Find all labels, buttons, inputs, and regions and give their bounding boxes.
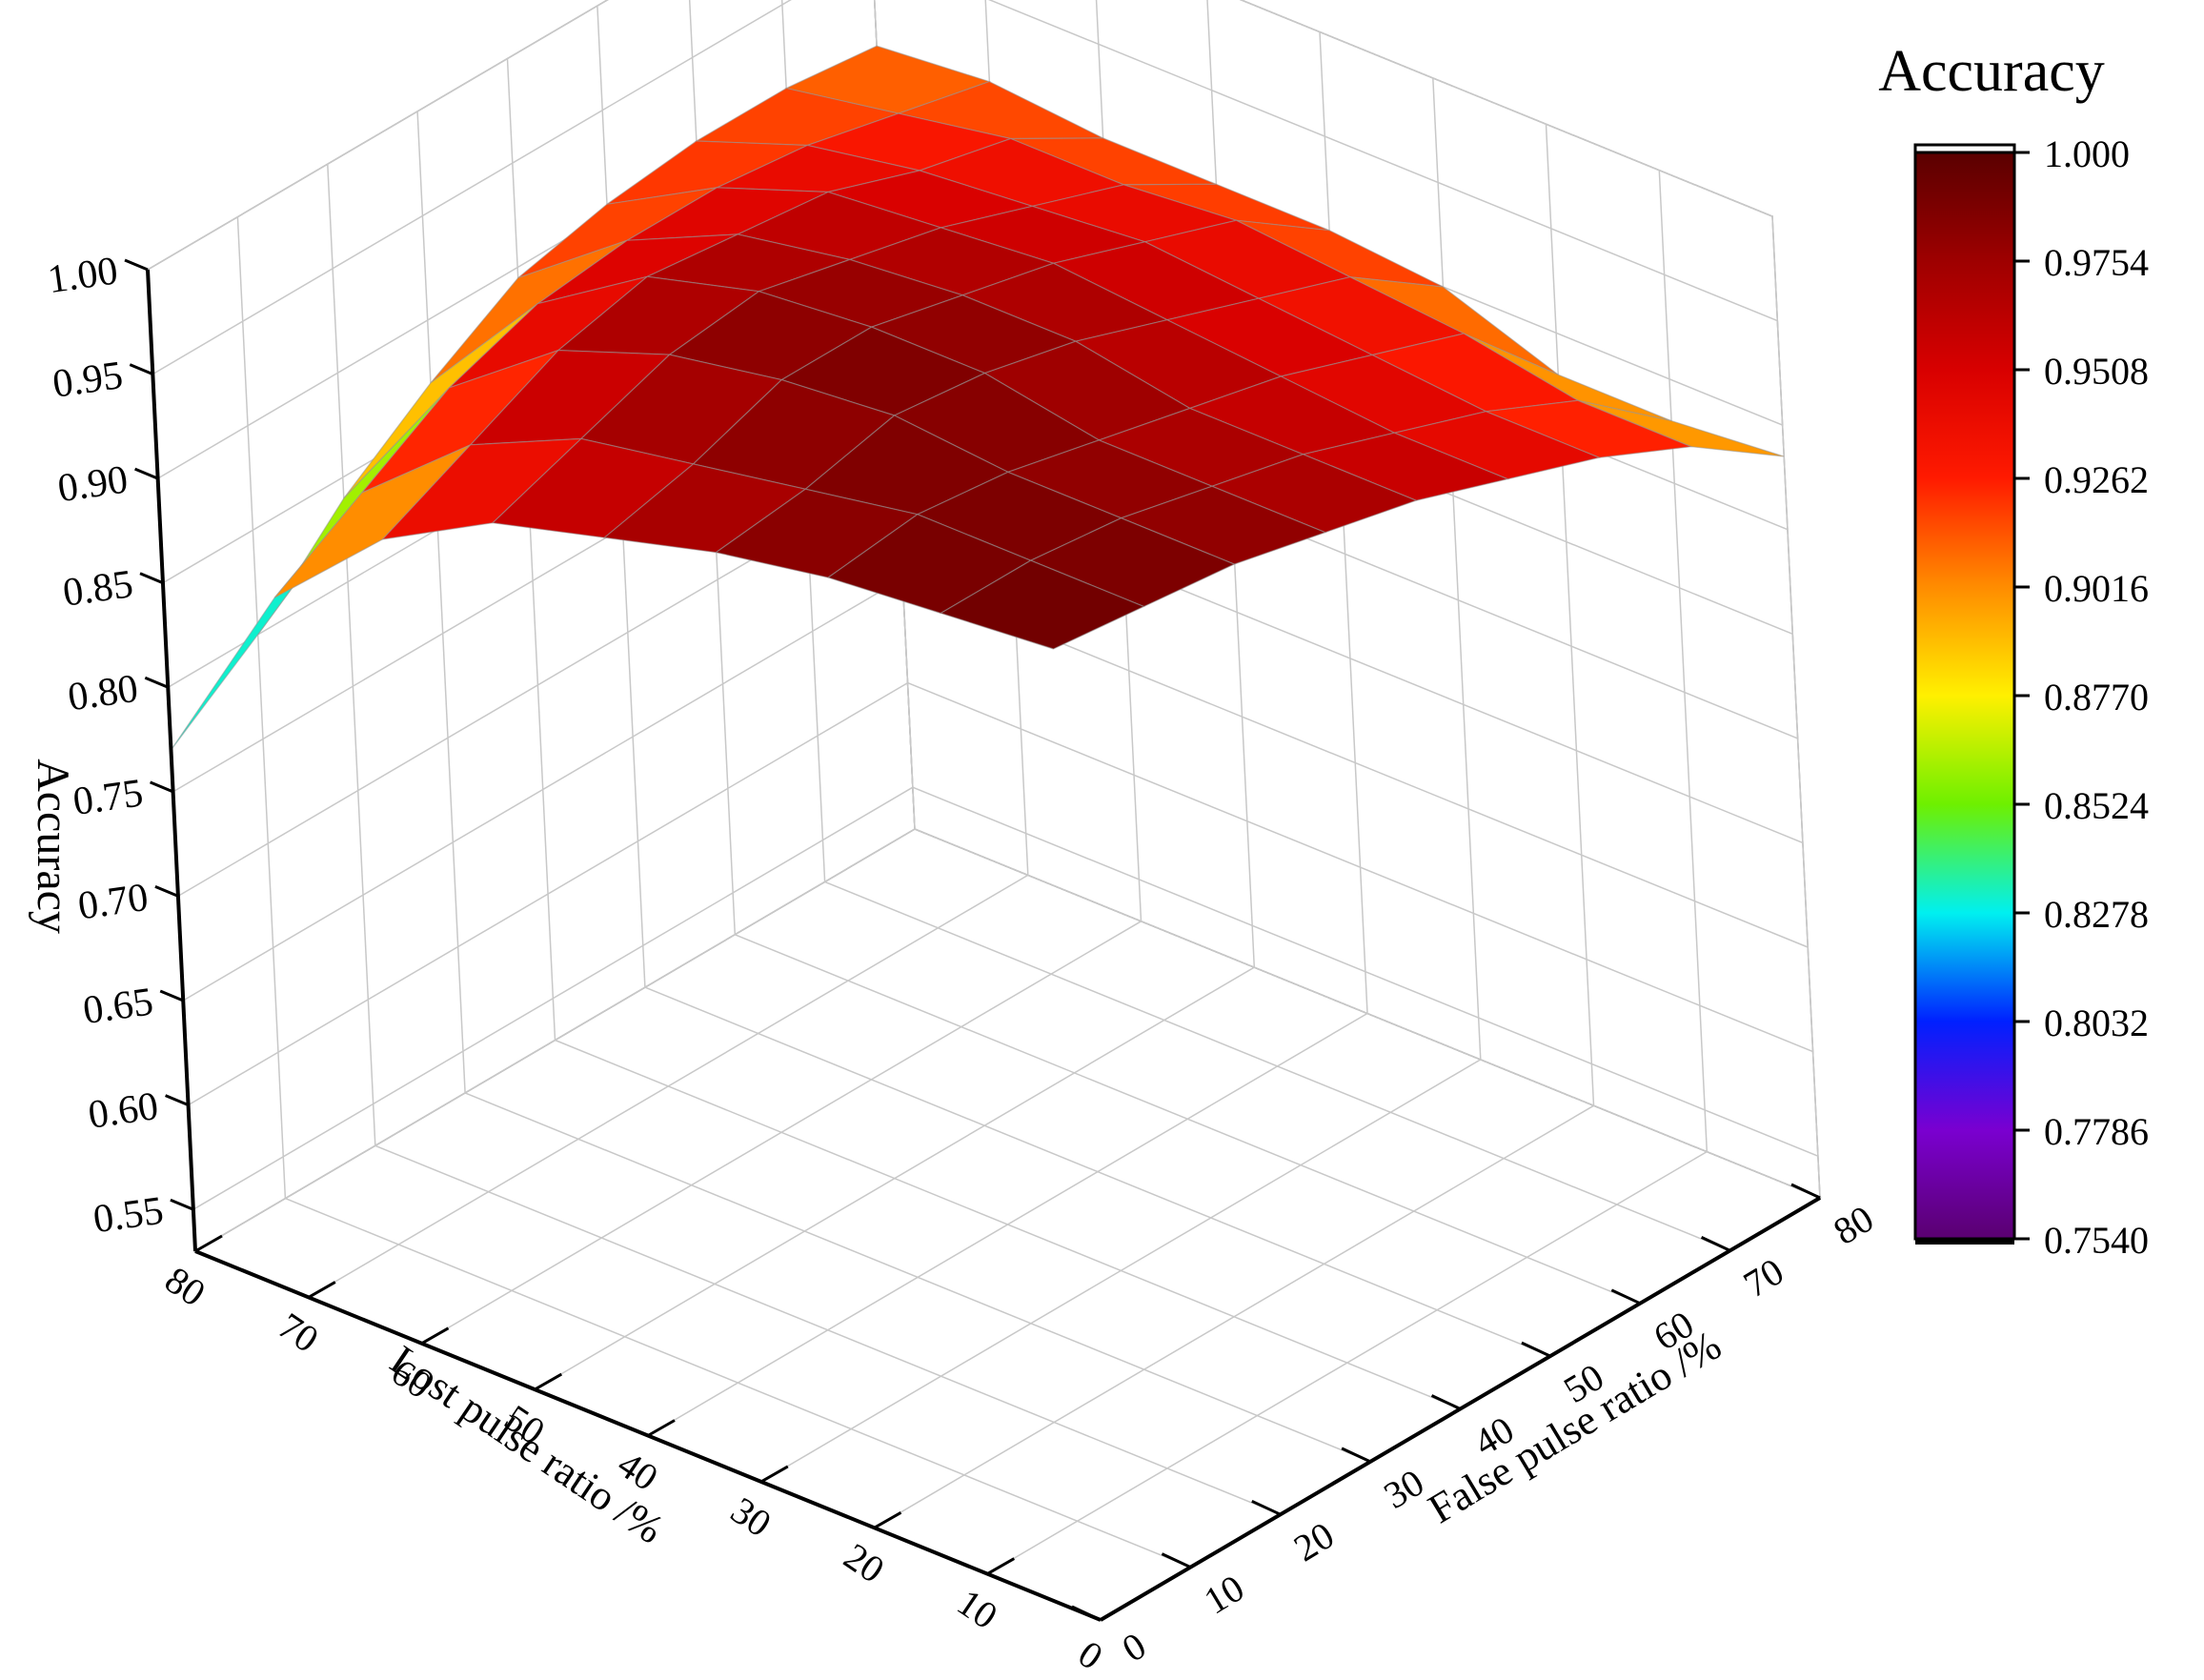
wall-grid-z bbox=[988, 0, 1778, 322]
y-tick bbox=[1430, 1394, 1462, 1410]
wall-grid-y bbox=[327, 164, 376, 1146]
z-tick-label: 0.85 bbox=[60, 562, 135, 616]
colorbar-tick-label: 0.9262 bbox=[2044, 458, 2149, 501]
x-tick-label: 10 bbox=[950, 1581, 1005, 1638]
colorbar-tick-label: 0.8770 bbox=[2044, 676, 2149, 719]
z-tick bbox=[144, 676, 169, 689]
floor-grid-y bbox=[914, 828, 1821, 1199]
z-tick bbox=[139, 572, 164, 585]
y-tick-label: 70 bbox=[1736, 1249, 1790, 1306]
wall-grid-x bbox=[1658, 170, 1709, 1152]
surface-cell bbox=[939, 559, 1145, 650]
x-tick-label: 70 bbox=[271, 1304, 326, 1361]
x-tick bbox=[534, 1372, 563, 1391]
x-tick-label: 0 bbox=[1071, 1632, 1111, 1678]
y-tick-label: 10 bbox=[1197, 1566, 1251, 1622]
wall-grid-y bbox=[506, 58, 556, 1041]
colorbar-tick-label: 0.8278 bbox=[2044, 893, 2149, 936]
floor-grid-y bbox=[555, 1039, 1461, 1410]
z-tick-label: 0.90 bbox=[55, 457, 131, 511]
z-tick bbox=[124, 258, 149, 272]
x-tick bbox=[986, 1557, 1016, 1575]
z-tick bbox=[129, 363, 153, 375]
colorbar-tick-label: 0.9016 bbox=[2044, 567, 2149, 610]
wall-grid-z bbox=[188, 681, 908, 1106]
z-tick-label: 0.65 bbox=[80, 980, 155, 1033]
z-tick-label: 0.75 bbox=[71, 771, 146, 824]
y-tick bbox=[1700, 1236, 1731, 1252]
y-tick bbox=[1521, 1341, 1551, 1358]
wall-grid-z bbox=[152, 0, 792, 375]
colorbar-gradient bbox=[1913, 151, 2016, 1241]
x-tick bbox=[1100, 1603, 1128, 1622]
floor-grid-y bbox=[644, 986, 1551, 1357]
z-tick-label: 0.60 bbox=[86, 1084, 161, 1138]
wall-grid-z bbox=[907, 681, 1813, 1053]
z-tick bbox=[165, 1094, 190, 1106]
z-tick bbox=[170, 1198, 194, 1211]
z-tick-label: 1.00 bbox=[45, 249, 120, 302]
y-tick-label: 80 bbox=[1826, 1197, 1880, 1253]
x-tick-label: 30 bbox=[723, 1488, 778, 1546]
y-tick bbox=[1161, 1552, 1192, 1569]
y-tick bbox=[1341, 1447, 1371, 1464]
z-tick-label: 0.70 bbox=[75, 876, 151, 929]
wall-grid-z bbox=[1239, 0, 1773, 217]
colorbar-tick-label: 0.9508 bbox=[2044, 350, 2149, 393]
wall-grid-z bbox=[182, 577, 903, 1002]
y-tick bbox=[1071, 1605, 1102, 1622]
z-tick bbox=[154, 885, 179, 898]
wall-grid-z bbox=[147, 0, 609, 271]
floor-grid-y bbox=[824, 880, 1730, 1252]
colorbar-tick-label: 0.7540 bbox=[2044, 1219, 2149, 1262]
accuracy-surface bbox=[171, 45, 1785, 751]
z-tick bbox=[134, 467, 159, 480]
z-tick-label: 0.80 bbox=[66, 667, 141, 720]
y-tick-label: 30 bbox=[1376, 1461, 1430, 1517]
y-tick bbox=[1610, 1288, 1641, 1306]
z-tick-label: 0.95 bbox=[51, 354, 126, 407]
colorbar-tick-label: 1.000 bbox=[2044, 132, 2130, 175]
z-axis-line bbox=[146, 269, 197, 1252]
y-tick-label: 20 bbox=[1286, 1513, 1341, 1569]
x-tick bbox=[760, 1465, 789, 1484]
floor-grid-y bbox=[735, 934, 1641, 1305]
colorbar-tick-label: 0.8032 bbox=[2044, 1002, 2149, 1044]
floor-grid-y bbox=[464, 1092, 1371, 1463]
wall-grid-x bbox=[1432, 77, 1482, 1060]
wall-grid-x bbox=[1771, 215, 1821, 1199]
colorbar-tick-label: 0.8524 bbox=[2044, 784, 2149, 827]
y-tick-label: 0 bbox=[1115, 1624, 1153, 1670]
colorbar-title: Accuracy bbox=[1878, 39, 2105, 104]
colorbar-tick-label: 0.7786 bbox=[2044, 1110, 2149, 1153]
colorbar-ticks: 1.000 0.9754 0.9508 0.9262 0.9016 0.8770 0.852… bbox=[2014, 132, 2149, 1262]
x-tick bbox=[647, 1419, 676, 1437]
wall-grid-z bbox=[912, 786, 1819, 1157]
x-tick bbox=[420, 1326, 450, 1346]
colorbar-tick-label: 0.9754 bbox=[2044, 241, 2149, 284]
x-tick bbox=[308, 1281, 336, 1299]
colorbar-cap-bottom bbox=[1915, 1239, 2014, 1245]
floor-grid-y bbox=[374, 1144, 1282, 1515]
z-tick-label: 0.55 bbox=[91, 1189, 166, 1243]
wall-grid-z bbox=[192, 786, 914, 1210]
wall-grid-y bbox=[236, 216, 287, 1199]
floor-grid-y bbox=[285, 1197, 1191, 1569]
x-tick bbox=[873, 1510, 902, 1529]
x-tick-label: 80 bbox=[157, 1258, 212, 1315]
z-axis-label: Accuracy bbox=[28, 759, 78, 934]
z-tick bbox=[159, 989, 184, 1002]
y-tick bbox=[1790, 1183, 1821, 1200]
colorbar: Accuracy 1.000 0.9754 0.9508 0.9262 0.9016 0.… bbox=[1878, 39, 2149, 1262]
wall-grid-x bbox=[1545, 124, 1595, 1106]
x-tick bbox=[194, 1234, 223, 1253]
wall-grid-y bbox=[416, 111, 466, 1093]
x-tick-label: 20 bbox=[837, 1534, 892, 1591]
y-tick bbox=[1251, 1499, 1282, 1516]
z-tick bbox=[150, 780, 174, 794]
